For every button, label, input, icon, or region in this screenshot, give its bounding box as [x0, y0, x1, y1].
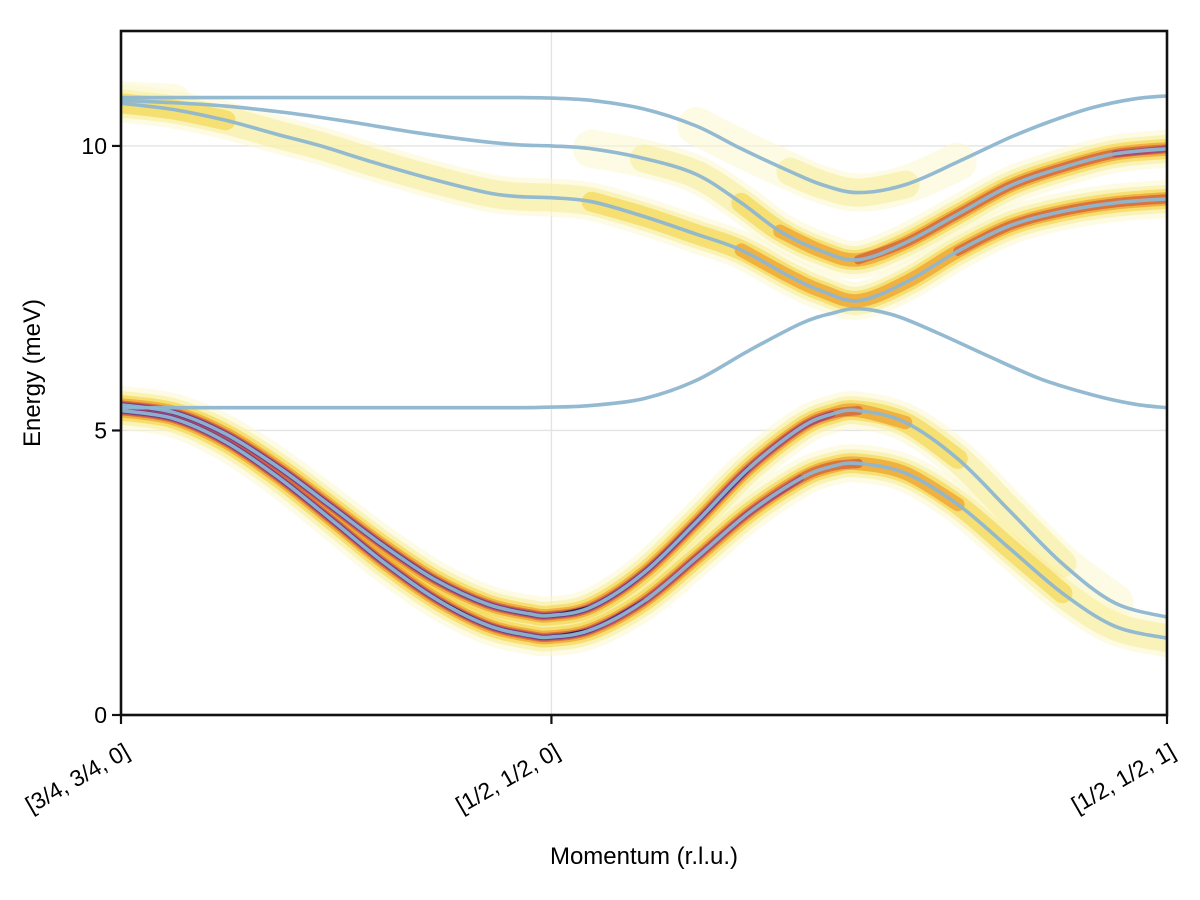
x-tick-labels: [3/4, 3/4, 0] [1/2, 1/2, 0] [1/2, 1/2, 1] — [21, 738, 1180, 818]
dispersion-curve-optical-branch-lower — [121, 101, 1167, 303]
dispersion-curve-optical-branch-mid — [121, 98, 1167, 262]
dispersion-curve-magnon-branch-upper — [121, 403, 1167, 619]
x-tick-label-2: [1/2, 1/2, 1] — [1067, 738, 1180, 818]
x-tick-label-0: [3/4, 3/4, 0] — [21, 738, 134, 818]
x-tick-label-1: [1/2, 1/2, 0] — [451, 738, 564, 818]
y-tick-label-1: 5 — [94, 417, 107, 443]
plot-frame — [119, 29, 1169, 717]
dispersion-curve-optical-branch-top — [121, 94, 1167, 195]
y-tick-label-2: 10 — [81, 133, 107, 159]
intensity-heatmap — [121, 81, 1167, 658]
x-axis-label: Momentum (r.l.u.) — [550, 843, 738, 870]
axis-ticks — [112, 144, 1169, 724]
y-tick-labels: 0 5 10 — [81, 133, 107, 728]
dispersion-curve-mid-branch-flat — [121, 306, 1167, 410]
dispersion-curve-magnon-branch-lower — [121, 408, 1167, 640]
y-axis-label: Energy (meV) — [19, 299, 46, 447]
y-tick-label-0: 0 — [94, 702, 107, 728]
dispersion-curves — [121, 94, 1167, 640]
axes-frame — [119, 29, 1169, 717]
heat-band-magnon-branch-upper — [121, 394, 968, 626]
